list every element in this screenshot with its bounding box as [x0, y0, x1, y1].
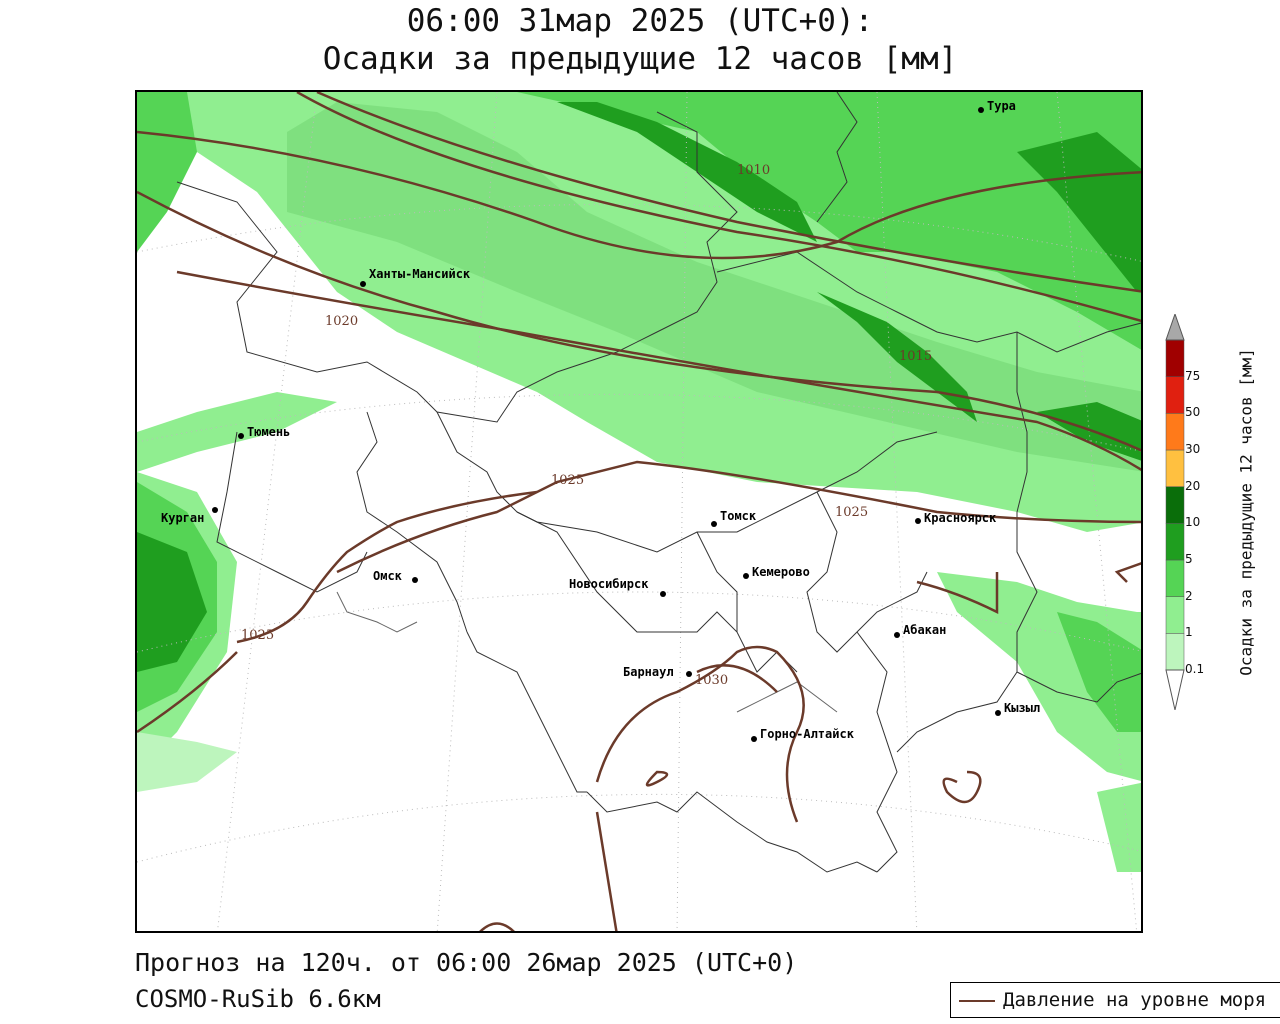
forecast-info: Прогноз на 120ч. от 06:00 26мар 2025 (UT…	[135, 948, 798, 977]
pressure-legend: Давление на уровне моря	[950, 982, 1280, 1018]
isobar-label-1025-b: 1025	[835, 505, 868, 520]
city-barnaul: Барнаул	[623, 665, 674, 679]
model-name: COSMO-RuSib 6.6км	[135, 985, 381, 1013]
city-tomsk: Томск	[720, 509, 757, 523]
colorbar-segment	[1165, 339, 1185, 377]
city-khanty-mansiysk: Ханты-Мансийск	[369, 267, 471, 281]
colorbar-bottom-arrow	[1165, 669, 1185, 710]
map-title-time: 06:00 31мар 2025 (UTC+0):	[406, 3, 874, 39]
colorbar-tick-label: 20	[1185, 478, 1201, 493]
city-tura: Тура	[987, 99, 1016, 113]
precipitation-layer	[137, 92, 1141, 872]
colorbar-tick-label: 30	[1185, 442, 1201, 456]
city-abakan: Абакан	[903, 623, 946, 637]
colorbar-tick-label: 75	[1185, 368, 1201, 383]
isobar-label-1015: 1015	[899, 349, 932, 364]
colorbar-segment	[1165, 486, 1185, 524]
city-novosibirsk: Новосибирск	[569, 577, 649, 591]
colorbar-segment	[1165, 596, 1185, 634]
colorbar-title: Осадки за предыдущие 12 часов [мм]	[1236, 348, 1256, 676]
cities: Тура Ханты-Мансийск Тюмень Курган Омск Н…	[161, 99, 1040, 742]
colorbar-tick-label: 10	[1185, 515, 1201, 530]
colorbar-segment	[1165, 376, 1185, 414]
isobar-label-1020: 1020	[325, 314, 358, 329]
colorbar-segment	[1165, 633, 1185, 671]
city-gorno-altaysk: Горно-Алтайск	[760, 727, 855, 741]
city-kurgan: Курган	[161, 511, 204, 525]
colorbar-tick-label: 5	[1185, 552, 1193, 566]
colorbar-tick-label: 2	[1185, 588, 1193, 603]
colorbar-segment	[1165, 413, 1185, 451]
isobar-lines	[137, 92, 1141, 931]
region-borders	[176, 92, 1141, 873]
isobar-label-1010: 1010	[737, 163, 770, 178]
precipitation-map: 1010 1015 1020 1025 1025 1025 1030 Тура …	[137, 92, 1141, 931]
colorbar-tick-label: 50	[1185, 405, 1201, 420]
map-title-variable: Осадки за предыдущие 12 часов [мм]	[322, 41, 958, 77]
pressure-legend-label: Давление на уровне моря	[1003, 989, 1267, 1011]
colorbar-segment	[1165, 523, 1185, 561]
precipitation-colorbar	[1165, 314, 1185, 710]
colorbar-top-arrow	[1165, 314, 1185, 341]
city-kemerovo: Кемерово	[752, 565, 810, 579]
isobar-labels: 1010 1015 1020 1025 1025 1025 1030	[241, 163, 932, 688]
city-omsk: Омск	[373, 569, 403, 583]
rivers	[336, 591, 838, 713]
pressure-legend-line	[959, 1000, 995, 1002]
isobar-label-1030: 1030	[695, 673, 728, 688]
city-kyzyl: Кызыл	[1004, 701, 1040, 715]
colorbar-segment	[1165, 449, 1185, 487]
colorbar-segment	[1165, 559, 1185, 597]
map-area: 1010 1015 1020 1025 1025 1025 1030 Тура …	[135, 90, 1143, 933]
graticule	[137, 92, 1141, 931]
city-tyumen: Тюмень	[247, 425, 290, 439]
colorbar-tick-label: 1	[1185, 625, 1193, 640]
colorbar-tick-label: 0.1	[1185, 662, 1205, 676]
isobar-label-1025-c: 1025	[241, 628, 274, 643]
city-krasnoyarsk: Красноярск	[924, 511, 997, 525]
isobar-label-1025-a: 1025	[551, 473, 584, 488]
